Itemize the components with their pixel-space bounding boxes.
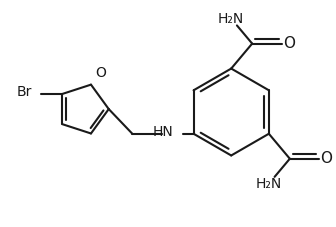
Text: O: O [320,151,332,166]
Text: H₂N: H₂N [218,12,244,25]
Text: H₂N: H₂N [255,177,282,191]
Text: Br: Br [16,85,32,99]
Text: HN: HN [153,125,174,139]
Text: O: O [95,66,106,80]
Text: O: O [283,36,295,51]
